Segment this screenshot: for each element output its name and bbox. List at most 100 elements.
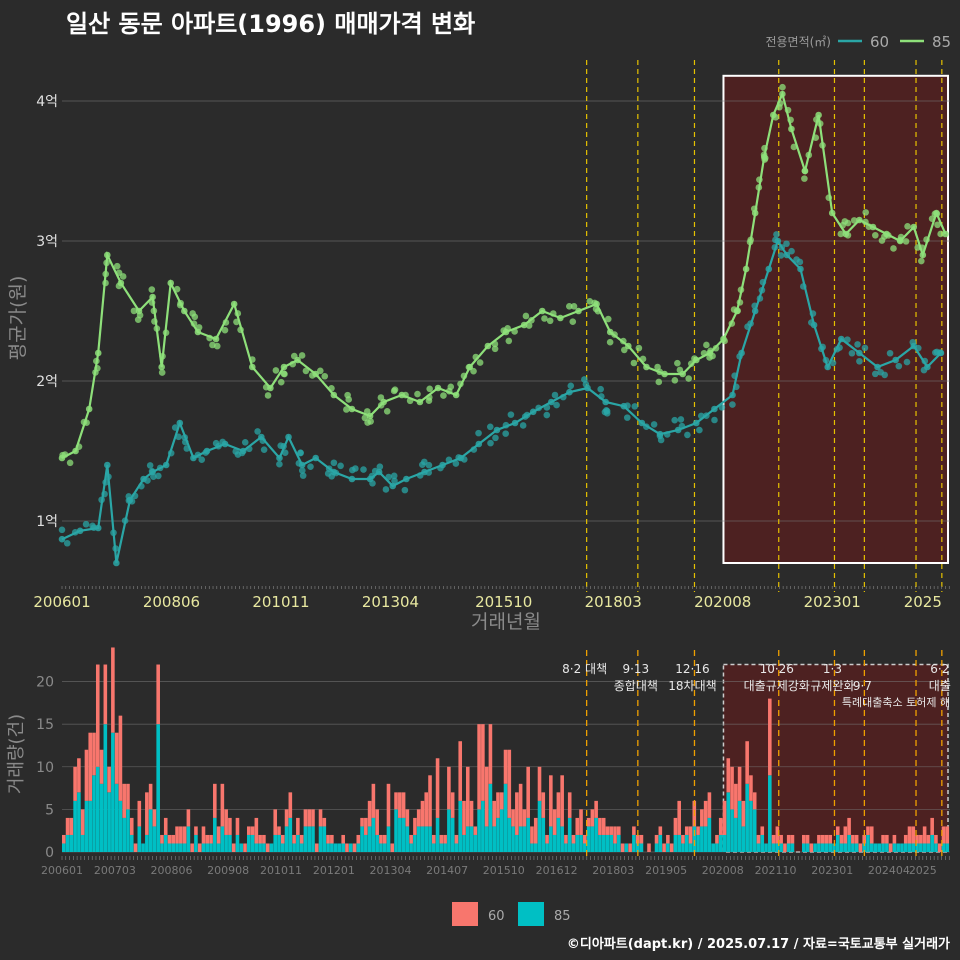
bar-60 [432,834,436,844]
bar-85 [817,843,821,852]
bar-85 [515,834,519,852]
y-tick-label-volume: 20 [36,675,54,691]
bar-60 [167,834,172,844]
bar-60 [866,826,870,835]
bar-85 [624,843,629,852]
scatter-point-85 [344,391,351,399]
bar-85 [398,817,402,852]
bar-85 [552,834,557,852]
bar-85 [416,826,421,852]
scatter-point-60 [337,462,344,470]
scatter-point-85 [654,363,661,371]
bar-60 [469,800,474,827]
x-tick-label-volume: 202110 [755,864,797,877]
bar-60 [92,732,96,776]
bar-60 [465,766,470,827]
bar-85 [262,843,266,852]
scatter-point-60 [788,247,795,255]
bar-85 [756,843,761,852]
bar-60 [673,817,678,835]
bar-60 [545,834,549,844]
bar-60 [314,843,319,852]
bar-60 [462,800,466,835]
bar-60 [499,792,504,810]
x-tick-label-volume: 201803 [592,864,634,877]
scatter-point-60 [307,463,314,470]
x-tick-label-volume: 202008 [702,864,744,877]
bar-60 [734,783,738,818]
bar-85 [790,843,795,852]
bar-85 [851,843,855,852]
bar-60 [696,826,700,835]
scatter-point-60 [729,401,736,408]
bar-85 [186,826,191,852]
scatter-point-85 [837,230,845,238]
scatter-point-85 [113,262,121,270]
bar-60 [345,843,349,852]
bar-60 [194,826,198,835]
bar-60 [216,826,221,844]
bar-85 [915,843,919,852]
scatter-point-85 [505,337,513,345]
y-tick-label-volume: 0 [45,845,54,861]
bar-60 [718,817,723,835]
scatter-point-85 [541,315,548,322]
bar-60 [454,834,459,844]
bar-60 [567,792,572,818]
bar-60 [662,843,666,852]
bar-60 [549,775,553,827]
bar-60 [129,817,134,835]
scatter-point-60 [198,456,206,463]
scatter-point-60 [543,411,551,419]
scatter-point-60 [58,526,66,534]
bar-85 [575,834,580,852]
x-tick-label-volume: 201510 [483,864,525,877]
bar-85 [284,826,289,852]
bar-60 [537,766,542,801]
bar-85 [205,843,210,852]
bar-60 [171,834,176,844]
scatter-point-60 [854,341,861,348]
bar-85 [292,843,296,852]
bar-60 [190,843,194,852]
x-tick-label-volume: 201612 [536,864,578,877]
scatter-point-60 [391,477,398,485]
page-title: 일산 동문 아파트(1996) 매매가격 변화 [66,10,476,38]
bar-85 [677,834,681,852]
bar-85 [409,843,413,852]
bar-85 [484,826,489,852]
bar-85 [65,834,70,852]
bar-85 [382,843,387,852]
bar-60 [756,834,761,844]
bar-85 [148,809,153,852]
bar-85 [601,834,606,852]
y-tick-label: 1억 [36,514,58,530]
bar-85 [432,843,436,852]
scatter-point-60 [382,486,390,493]
bar-85 [364,834,368,852]
bar-60 [477,724,481,810]
x-tick-label: 201011 [252,593,309,611]
scatter-point-85 [391,386,399,393]
bar-60 [394,792,398,810]
scatter-point-85 [158,369,166,376]
scatter-point-60 [631,403,639,410]
bar-60 [250,826,255,835]
scatter-point-60 [425,461,433,469]
scatter-point-85 [277,378,285,386]
bar-85 [518,826,523,852]
bar-60 [398,792,402,818]
bar-85 [681,843,685,852]
bar-85 [737,800,742,852]
bar-60 [107,766,111,793]
bar-60 [737,766,742,801]
bar-85 [73,800,77,852]
bar-60 [428,775,432,827]
bar-85 [424,826,429,852]
bar-85 [877,843,882,852]
bar-60 [919,834,923,844]
bar-85 [258,843,262,852]
scatter-point-85 [872,231,879,239]
bar-85 [579,834,583,852]
bar-60 [186,809,191,827]
